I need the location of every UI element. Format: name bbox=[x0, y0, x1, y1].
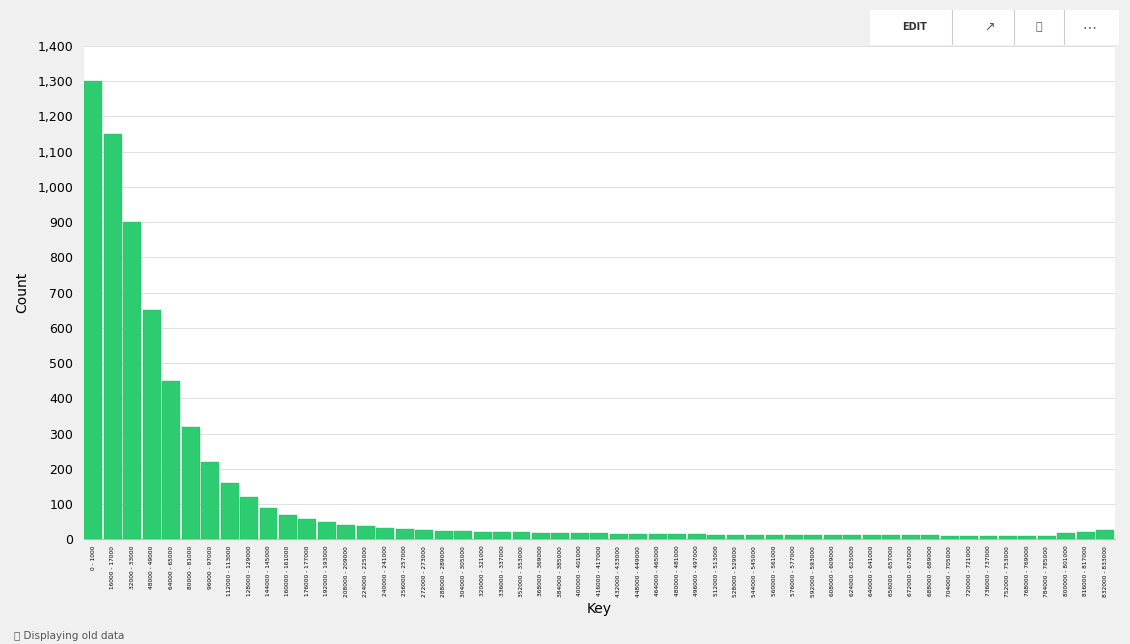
Bar bbox=[513, 533, 530, 540]
Bar bbox=[785, 535, 802, 540]
Bar bbox=[805, 535, 823, 540]
Bar bbox=[746, 535, 764, 540]
Bar bbox=[220, 483, 238, 540]
Bar bbox=[1018, 536, 1036, 540]
Bar bbox=[279, 515, 297, 540]
Bar bbox=[668, 534, 686, 540]
Bar bbox=[376, 528, 394, 540]
Bar bbox=[727, 535, 745, 540]
Y-axis label: Count: Count bbox=[15, 272, 29, 313]
Bar bbox=[473, 532, 492, 540]
Text: ↗: ↗ bbox=[984, 21, 994, 34]
Bar bbox=[182, 426, 200, 540]
Bar bbox=[435, 531, 453, 540]
Bar bbox=[1096, 529, 1114, 540]
Bar bbox=[921, 535, 939, 540]
Bar bbox=[571, 533, 589, 540]
Bar bbox=[940, 536, 958, 540]
Bar bbox=[1038, 536, 1055, 540]
Bar bbox=[240, 497, 258, 540]
Bar bbox=[902, 535, 920, 540]
Bar bbox=[318, 522, 336, 540]
Bar bbox=[980, 536, 998, 540]
Text: EDIT: EDIT bbox=[903, 23, 928, 32]
Bar bbox=[551, 533, 570, 540]
Bar bbox=[999, 536, 1017, 540]
Bar bbox=[201, 462, 219, 540]
Bar bbox=[532, 533, 550, 540]
Bar bbox=[590, 533, 608, 540]
Bar bbox=[357, 526, 375, 540]
Bar bbox=[260, 507, 278, 540]
Text: ⛶: ⛶ bbox=[1036, 23, 1043, 32]
X-axis label: Key: Key bbox=[586, 602, 611, 616]
Bar bbox=[824, 535, 842, 540]
Bar bbox=[960, 536, 977, 540]
Bar bbox=[104, 134, 122, 540]
Bar bbox=[493, 532, 511, 540]
Bar bbox=[843, 535, 861, 540]
Bar bbox=[629, 534, 647, 540]
Bar bbox=[1058, 533, 1076, 540]
Bar bbox=[338, 525, 355, 540]
Bar bbox=[85, 81, 103, 540]
Bar bbox=[142, 310, 160, 540]
Bar bbox=[163, 381, 180, 540]
Text: ⋯: ⋯ bbox=[1081, 21, 1096, 34]
Bar bbox=[863, 535, 880, 540]
FancyBboxPatch shape bbox=[858, 8, 1130, 47]
Bar bbox=[649, 534, 667, 540]
Bar bbox=[454, 531, 472, 540]
Bar bbox=[298, 519, 316, 540]
Bar bbox=[688, 534, 705, 540]
Bar bbox=[707, 535, 725, 540]
Bar bbox=[396, 529, 414, 540]
Bar bbox=[123, 222, 141, 540]
Bar bbox=[1077, 532, 1095, 540]
Bar bbox=[883, 535, 901, 540]
Bar bbox=[765, 535, 783, 540]
Text: ⓘ Displaying old data: ⓘ Displaying old data bbox=[14, 630, 124, 641]
Bar bbox=[415, 530, 433, 540]
Bar bbox=[610, 534, 628, 540]
